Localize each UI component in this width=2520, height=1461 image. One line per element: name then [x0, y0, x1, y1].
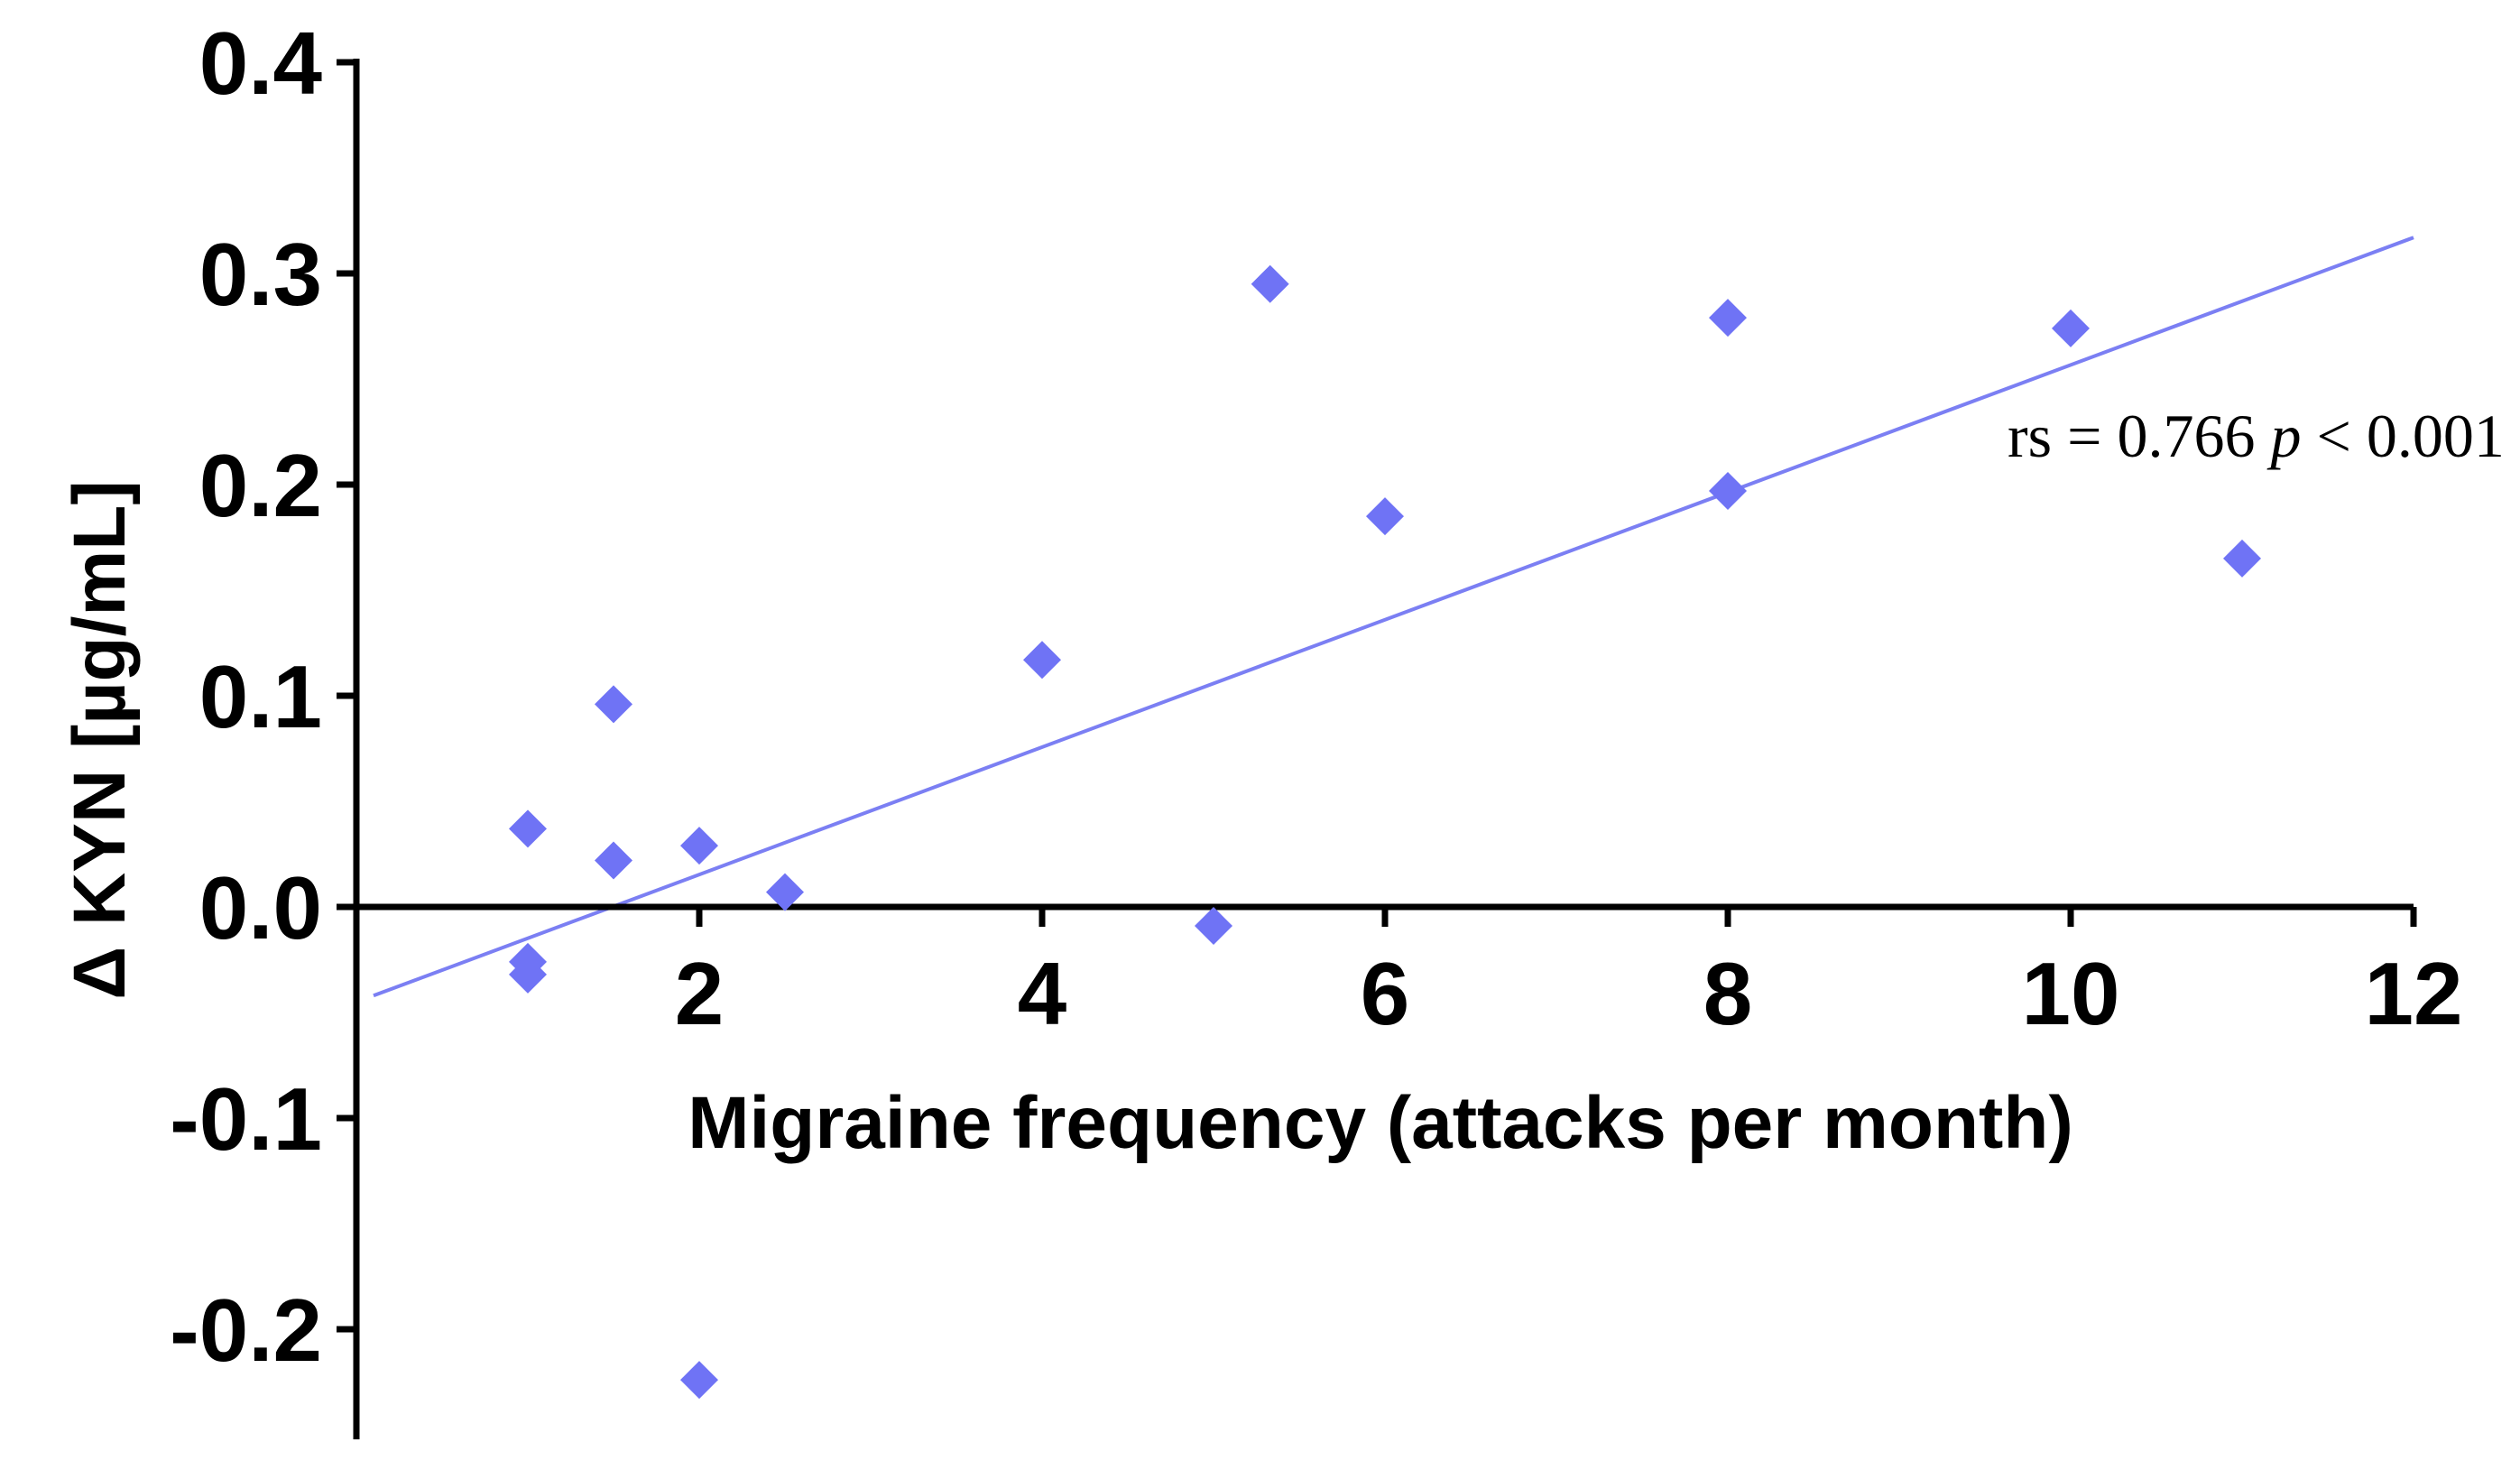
x-tick-label: 8	[1703, 944, 1753, 1043]
x-tick-label: 2	[675, 944, 725, 1043]
x-tick-label: 10	[2021, 944, 2119, 1043]
y-axis-title: Δ KYN [µg/mL]	[59, 480, 141, 999]
data-point-diamond	[1195, 907, 1232, 946]
data-point-diamond	[1366, 497, 1404, 536]
data-point-diamond	[2223, 539, 2261, 578]
annotation-rs: rs = 0.766	[2008, 402, 2270, 470]
y-tick-label: 0.4	[199, 14, 322, 113]
data-point-diamond	[1709, 299, 1747, 338]
correlation-annotation: rs = 0.766 p < 0.001	[2008, 402, 2505, 470]
x-tick-label: 12	[2364, 944, 2462, 1043]
data-point-diamond	[680, 827, 718, 865]
data-point-diamond	[1023, 641, 1061, 680]
data-point-diamond	[1251, 264, 1289, 303]
y-tick-label: -0.2	[170, 1281, 322, 1380]
data-point-diamond	[595, 841, 632, 880]
y-tick-label: 0.3	[199, 225, 322, 324]
y-tick-label: 0.2	[199, 436, 322, 535]
trendline-layer	[373, 236, 2414, 998]
tick-labels: -0.2 -0.1 0.0 0.1 0.2 0.3 0.4 2 4 6 8 10 12	[170, 14, 2462, 1380]
annotation-p: p	[2266, 402, 2301, 470]
data-point-diamond	[680, 1361, 718, 1400]
data-point-diamond	[509, 955, 547, 994]
axes	[337, 59, 2417, 1439]
data-point-diamond	[509, 809, 547, 848]
y-tick-label: 0.0	[199, 858, 322, 957]
y-tick-label: -0.1	[170, 1069, 322, 1169]
annotation-threshold: < 0.001	[2301, 402, 2504, 470]
data-point-diamond	[766, 873, 804, 911]
y-tick-label: 0.1	[199, 647, 322, 746]
data-points	[509, 264, 2261, 1400]
x-tick-label: 4	[1018, 944, 1067, 1043]
trendline	[373, 236, 2414, 998]
x-axis-title: Migraine frequency (attacks per month)	[688, 1082, 2073, 1164]
x-tick-label: 6	[1361, 944, 1410, 1043]
data-point-diamond	[2052, 309, 2090, 347]
data-point-diamond	[1709, 472, 1747, 511]
data-point-diamond	[595, 685, 632, 724]
